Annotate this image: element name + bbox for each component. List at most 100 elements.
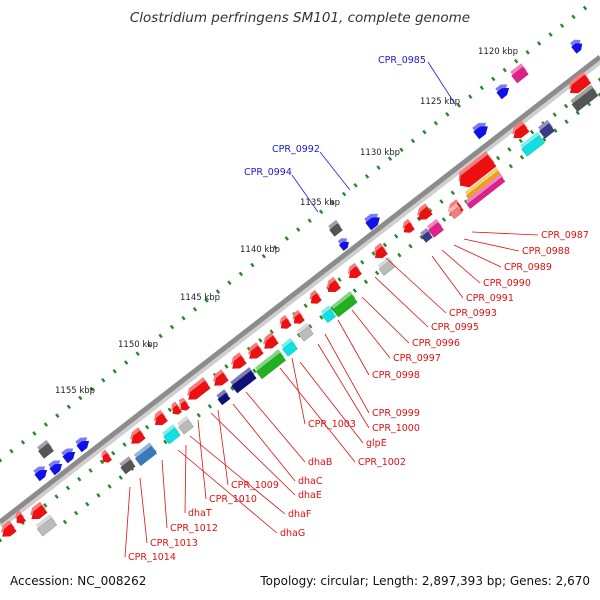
leader-line [189,435,286,515]
reverse-gene-block [230,367,257,394]
leader-line [299,361,364,444]
tick-mark [269,329,274,335]
tick-mark [273,244,278,250]
leader-line [317,343,370,429]
reverse-gene-label: glpE [366,438,387,449]
reverse-gene-label: CPR_1003 [308,419,356,430]
leader-line [337,319,370,376]
reverse-gene-label: dhaE [298,490,322,501]
reverse-gene-block [279,314,292,329]
leader-line [385,257,447,314]
leader-line [324,333,370,414]
tick-mark [99,459,105,465]
tick-mark [491,76,496,82]
tick-mark [227,280,232,286]
tick-mark [111,450,116,456]
reverse-gene-label: CPR_0988 [522,246,570,257]
leader-line [177,449,278,534]
forward-gene-block [364,213,380,231]
tick-mark [582,5,588,11]
reverse-gene-label: CPR_1012 [170,523,218,534]
reverse-gene-block [347,262,362,279]
forward-gene-label: CPR_0992 [272,144,320,155]
reverse-gene-block [30,501,48,520]
leader-line [431,255,464,299]
reverse-gene-label: CPR_1002 [358,457,406,468]
tick-mark [122,442,127,447]
tick-mark [296,227,301,232]
tick-mark [284,236,289,241]
reverse-gene-label: CPR_0995 [431,322,479,333]
tick-mark [215,289,221,294]
forward-gene-block [337,238,349,251]
reverse-gene-label: CPR_0991 [466,293,514,304]
tick-mark [399,147,404,153]
leader-line [374,276,429,328]
reverse-gene-label: dhaG [280,528,305,539]
tick-mark [450,190,456,196]
tick-mark [20,439,26,445]
reverse-gene-block [101,449,112,463]
reverse-gene-label: CPR_0993 [449,308,497,319]
reverse-gene-block [458,151,497,188]
leader-line [463,238,520,252]
position-tick-label: 1130 kbp [360,148,400,158]
tick-mark [43,502,48,508]
reverse-gene-block [15,510,26,524]
reverse-gene-block [420,227,433,243]
tick-mark [89,386,94,392]
tick-mark [62,519,68,525]
tick-mark [548,32,553,37]
leader-line [217,409,229,486]
reverse-gene-block [570,84,599,112]
tick-mark [571,14,576,20]
tick-mark [250,262,255,268]
reverse-gene-block [292,309,305,324]
tick-mark [43,422,49,427]
tick-mark [196,412,201,418]
tick-mark [308,323,313,329]
reverse-gene-label: CPR_1013 [150,538,198,549]
tick-mark [96,492,101,498]
tick-mark [422,129,427,135]
reverse-gene-block [568,71,592,94]
tick-mark [85,501,90,507]
tick-mark [88,468,93,473]
reverse-gene-label: CPR_0987 [541,230,589,241]
tick-mark [0,537,3,543]
leader-line [210,412,296,496]
tick-mark [502,67,507,73]
leader-line [361,296,410,344]
genome-backbone [0,55,600,524]
reverse-gene-label: CPR_0996 [412,338,460,349]
reverse-gene-label: dhaT [188,508,212,519]
leader-line [279,367,356,463]
map-title: Clostridium perfringens SM101, complete … [129,10,471,26]
reverse-gene-block [176,415,194,435]
tick-mark [441,217,447,222]
tick-mark [410,138,416,144]
tick-mark [456,103,462,108]
forward-gene-block [48,460,63,476]
tick-mark [112,369,117,374]
reverse-gene-block [171,401,182,415]
leader-line [232,403,296,482]
tick-mark [146,342,152,348]
reverse-gene-block [402,218,415,233]
forward-gene-block [61,448,76,464]
tick-mark [408,243,413,249]
tick-mark [207,404,213,409]
tick-mark [192,307,198,312]
reverse-gene-block [212,369,229,386]
reverse-gene-label: CPR_0998 [372,370,420,381]
tick-mark [341,191,347,197]
leader-line [184,444,187,514]
reverse-gene-block [309,289,322,304]
tick-mark [135,351,140,356]
tick-mark [553,128,558,133]
tick-mark [337,277,342,282]
tick-mark [238,271,244,277]
tick-mark [419,235,424,240]
tick-mark [542,137,547,142]
reverse-gene-block [230,352,247,369]
